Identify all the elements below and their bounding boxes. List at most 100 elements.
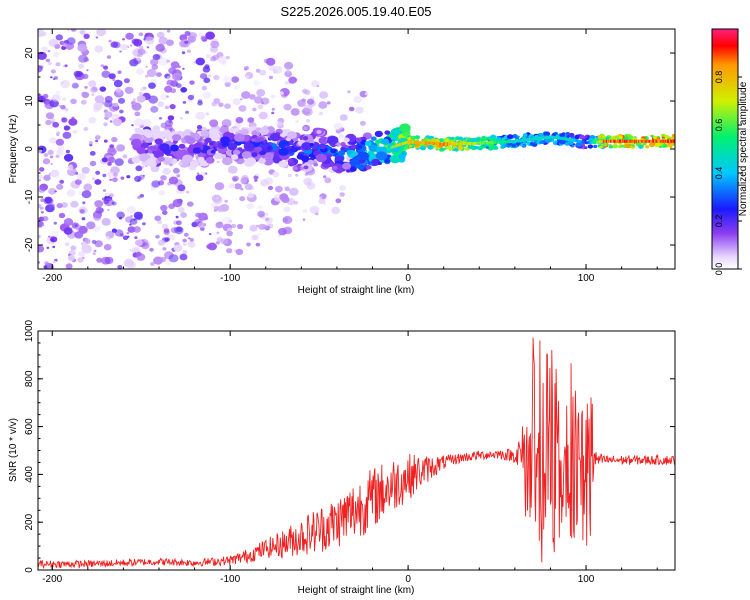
ridge-blob: [466, 138, 473, 143]
noise-blob: [45, 112, 55, 120]
ridge-blob: [512, 134, 518, 139]
noise-blob: [95, 207, 104, 214]
noise-blob: [184, 40, 189, 44]
ridge-blob: [511, 143, 517, 148]
ridge-blob: [231, 154, 239, 160]
ridge-blob: [278, 160, 288, 168]
noise-blob: [102, 173, 107, 178]
noise-blob: [182, 250, 188, 255]
ridge-core: [510, 140, 513, 143]
noise-blob: [146, 46, 150, 49]
noise-blob: [256, 89, 266, 97]
ridge-blob: [232, 149, 241, 156]
ridge-blob: [595, 135, 598, 138]
noise-blob: [51, 94, 61, 102]
ridge-core: [592, 140, 594, 144]
noise-blob: [113, 79, 123, 88]
noise-blob: [48, 188, 57, 195]
ridge-core: [651, 139, 654, 143]
noise-blob: [70, 98, 77, 105]
noise-blob: [265, 217, 270, 221]
ridge-blob: [245, 157, 257, 166]
ridge-core: [505, 140, 507, 144]
noise-blob: [162, 210, 168, 215]
ridge-core: [573, 139, 576, 142]
noise-blob: [267, 185, 274, 191]
ridge-core: [616, 139, 618, 143]
noise-blob: [74, 224, 78, 228]
ridge-blob: [154, 138, 163, 145]
ridge-core: [445, 142, 448, 146]
ridge-core: [559, 136, 561, 140]
ridge-core: [673, 139, 675, 143]
ridge-core: [412, 140, 414, 144]
ridge-core: [579, 140, 581, 143]
ridge-blob: [539, 141, 544, 144]
ridge-core: [496, 140, 498, 144]
noise-blob: [261, 224, 269, 230]
noise-blob: [113, 102, 119, 108]
ridge-core: [411, 140, 413, 144]
noise-blob: [307, 182, 312, 186]
noise-blob: [103, 122, 108, 127]
noise-blob: [303, 126, 308, 130]
noise-blob: [181, 51, 186, 55]
noise-blob: [42, 158, 51, 165]
noise-blob: [286, 70, 290, 74]
noise-blob: [183, 35, 188, 40]
noise-blob: [287, 173, 292, 178]
noise-blob: [88, 141, 93, 145]
ridge-core: [454, 142, 456, 146]
noise-blob: [96, 29, 107, 37]
ridge-core: [449, 142, 451, 146]
noise-blob: [172, 199, 183, 208]
noise-blob: [200, 35, 206, 41]
noise-blob: [176, 174, 181, 178]
noise-blob: [227, 165, 238, 174]
ridge-core: [396, 144, 398, 147]
colorbar: 0.0 0.2 0.4 0.6 0.8 Normalized spectral ampl…: [711, 28, 749, 275]
ridge-blob: [559, 139, 566, 145]
ridge-blob: [172, 134, 182, 142]
ridge-blob: [220, 136, 231, 144]
noise-blob: [43, 153, 49, 157]
noise-blob: [204, 64, 210, 69]
ridge-blob: [638, 144, 644, 149]
noise-blob: [129, 223, 132, 226]
noise-blob: [116, 144, 123, 149]
ridge-core: [524, 138, 527, 142]
noise-blob: [112, 177, 118, 183]
noise-blob: [134, 213, 143, 221]
ridge-core: [398, 143, 401, 147]
noise-blob: [89, 151, 96, 156]
noise-blob: [213, 74, 220, 81]
ridge-core: [428, 141, 430, 145]
noise-blob: [148, 82, 156, 89]
ridge-core: [535, 137, 537, 141]
ridge-core: [399, 142, 402, 146]
ridge-core: [500, 140, 502, 144]
noise-blob: [78, 63, 85, 69]
noise-blob: [135, 239, 143, 246]
noise-blob: [244, 183, 253, 190]
ridge-blob: [664, 134, 669, 139]
noise-blob: [246, 203, 254, 210]
noise-blob: [166, 95, 169, 98]
noise-blob: [221, 60, 227, 65]
ridge-blob: [427, 144, 434, 150]
noise-blob: [158, 189, 166, 196]
x-tick-label: 0: [405, 273, 411, 284]
noise-blob: [59, 40, 65, 46]
ridge-core: [578, 139, 580, 143]
ridge-blob: [522, 144, 526, 148]
noise-blob: [42, 216, 49, 222]
noise-blob: [153, 256, 163, 265]
noise-blob: [316, 85, 320, 88]
ridge-core: [662, 139, 664, 143]
ridge-core: [562, 137, 564, 141]
noise-blob: [95, 36, 99, 39]
noise-blob: [55, 154, 60, 158]
noise-blob: [247, 192, 255, 199]
ridge-core: [402, 142, 404, 146]
